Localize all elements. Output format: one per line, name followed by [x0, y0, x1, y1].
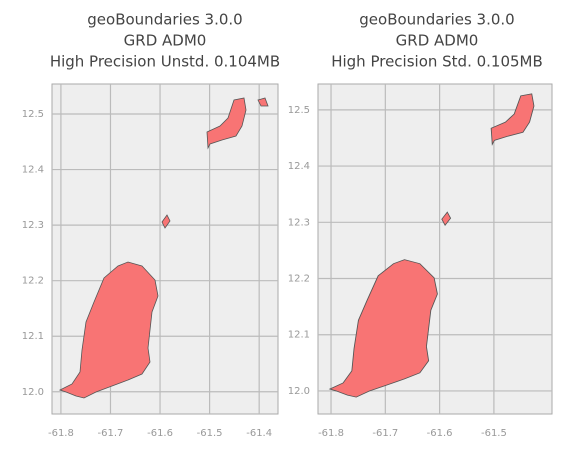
chart-title: High Precision Unstd. 0.104MB	[50, 53, 280, 71]
x-tick-label: -61.7	[372, 428, 398, 439]
y-tick-label: 12.1	[22, 331, 44, 342]
y-tick-label: 12.3	[22, 220, 44, 231]
y-tick-label: 12.4	[22, 165, 44, 176]
panel	[317, 83, 553, 415]
y-tick-label: 12.1	[288, 330, 310, 341]
x-tick-label: -61.6	[147, 428, 173, 439]
chart-title: geoBoundaries 3.0.0	[87, 11, 242, 29]
islet	[257, 97, 269, 107]
chart-title: High Precision Std. 0.105MB	[331, 53, 543, 71]
x-tick-label: -61.5	[197, 428, 223, 439]
y-tick-label: 12.2	[288, 274, 310, 285]
chart-title: geoBoundaries 3.0.0	[359, 11, 514, 29]
panel	[51, 83, 279, 415]
y-tick-label: 12.0	[288, 386, 310, 397]
x-tick-label: -61.8	[48, 428, 74, 439]
chart-title: GRD ADM0	[396, 32, 479, 50]
chart-title: GRD ADM0	[124, 32, 207, 50]
x-tick-label: -61.7	[98, 428, 124, 439]
y-tick-label: 12.5	[22, 109, 44, 120]
y-tick-label: 12.3	[288, 217, 310, 228]
y-tick-label: 12.2	[22, 276, 44, 287]
land	[59, 97, 269, 399]
x-tick-label: -61.6	[427, 428, 453, 439]
x-tick-label: -61.8	[318, 428, 344, 439]
x-tick-label: -61.4	[246, 428, 272, 439]
x-tick-label: -61.5	[481, 428, 507, 439]
y-tick-label: 12.4	[288, 161, 310, 172]
y-tick-label: 12.0	[22, 387, 44, 398]
y-tick-label: 12.5	[288, 105, 310, 116]
